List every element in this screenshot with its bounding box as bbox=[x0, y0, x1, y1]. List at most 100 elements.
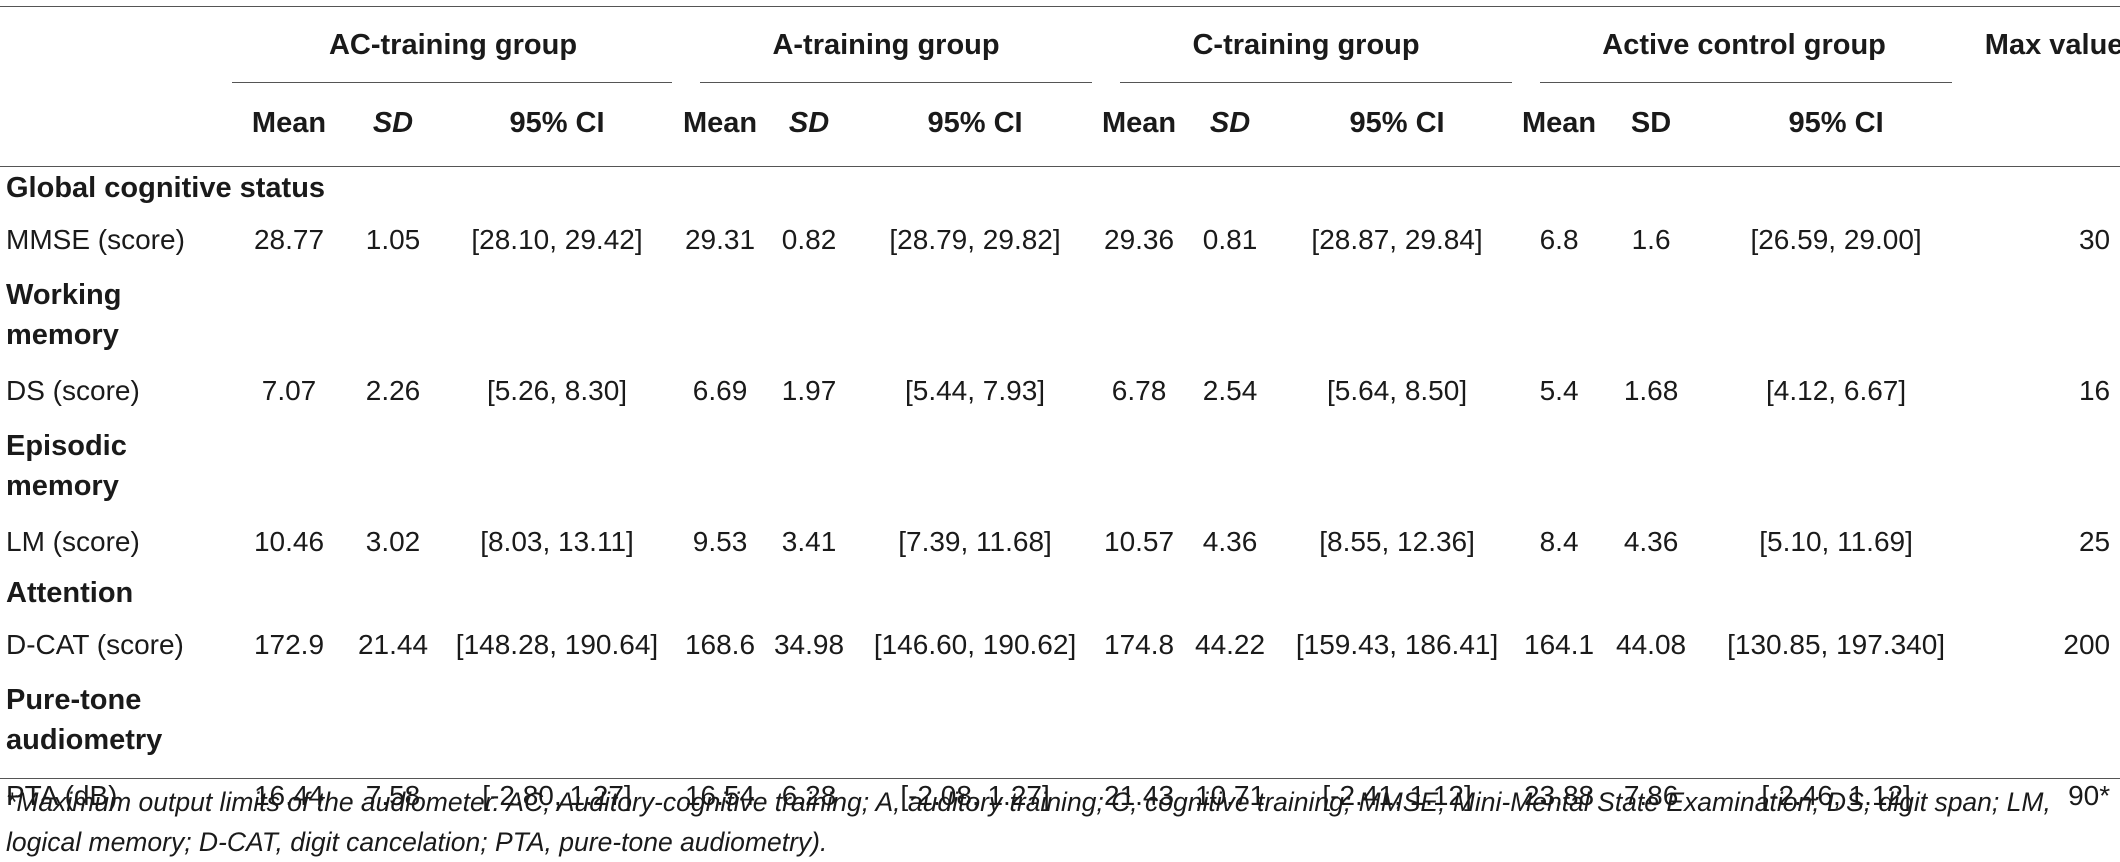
c-ci-cell: [5.64, 8.50] bbox=[1327, 374, 1468, 406]
a-sd-header: SD bbox=[788, 107, 830, 139]
ac-mean-cell: 10.46 bbox=[253, 525, 325, 557]
ac-ci-cell: [148.28, 190.64] bbox=[455, 628, 659, 660]
active-mean-cell: 5.4 bbox=[1539, 374, 1579, 406]
max-value-cell: 30 bbox=[2078, 223, 2111, 255]
row-label: MMSE (score) bbox=[6, 223, 185, 255]
section-title: Pure-tone audiometry bbox=[6, 684, 163, 756]
ac-ci-cell: [5.26, 8.30] bbox=[486, 374, 628, 406]
max-value-cell: 25 bbox=[2078, 525, 2111, 557]
table-row: PTA (dB) 16.44 7.58 [-2.80, 1.27] 16.54 … bbox=[0, 767, 2120, 824]
a-ci-header: 95% CI bbox=[927, 107, 1023, 139]
a-sd-cell: 34.98 bbox=[773, 628, 845, 660]
empty-corner-2 bbox=[0, 82, 230, 165]
c-mean-header: Mean bbox=[1101, 107, 1177, 139]
a-ci-cell: [-2.08, 1.27] bbox=[900, 779, 1050, 811]
active-mean-header: Mean bbox=[1522, 107, 1597, 139]
ac-ci-cell: [8.03, 13.11] bbox=[480, 525, 634, 557]
section-header-row: Global cognitive status bbox=[0, 165, 2120, 211]
ac-sd-cell: 2.26 bbox=[365, 374, 421, 406]
ac-sd-cell: 1.05 bbox=[365, 223, 421, 255]
section-title: Working memory bbox=[6, 279, 122, 351]
c-ci-cell: [8.55, 12.36] bbox=[1319, 525, 1475, 557]
a-sd-cell: 0.82 bbox=[781, 223, 837, 255]
c-mean-cell: 10.57 bbox=[1104, 525, 1175, 557]
max-value-header: Max value bbox=[1984, 28, 2120, 61]
section-title: Episodic memory bbox=[6, 430, 127, 502]
table-row: DS (score) 7.07 2.26 [5.26, 8.30] 6.69 1… bbox=[0, 362, 2120, 419]
active-sd-cell: 44.08 bbox=[1616, 628, 1687, 660]
c-ci-cell: [28.87, 29.84] bbox=[1311, 223, 1483, 255]
ac-ci-cell: [28.10, 29.42] bbox=[471, 223, 643, 255]
active-ci-cell: [-2.46, 1.12] bbox=[1761, 779, 1911, 811]
c-sd-header: SD bbox=[1209, 107, 1251, 139]
max-value-cell: 90* bbox=[2068, 779, 2111, 811]
a-sd-cell: 1.97 bbox=[781, 374, 837, 406]
section-spacer bbox=[230, 673, 2120, 767]
table-footnote: *Maximum output limits of the audiometer… bbox=[6, 787, 2051, 857]
active-ci-cell: [5.10, 11.69] bbox=[1759, 525, 1913, 557]
empty-max-sub bbox=[1972, 82, 2120, 165]
active-sd-header: SD bbox=[1630, 107, 1672, 139]
active-mean-cell: 6.8 bbox=[1539, 223, 1579, 255]
ac-sd-cell: 7.58 bbox=[365, 779, 421, 811]
ac-group-header: AC-training group bbox=[328, 28, 578, 61]
active-sd-cell: 1.6 bbox=[1631, 223, 1671, 255]
active-ci-header: 95% CI bbox=[1788, 107, 1884, 139]
section-header-row: Pure-tone audiometry bbox=[0, 673, 2120, 767]
c-ci-cell: [159.43, 186.41] bbox=[1295, 628, 1499, 660]
active-group-underline bbox=[1540, 82, 1952, 83]
c-group-underline bbox=[1120, 82, 1512, 83]
a-ci-cell: [5.44, 7.93] bbox=[904, 374, 1046, 406]
row-label: D-CAT (score) bbox=[6, 628, 184, 660]
a-mean-cell: 9.53 bbox=[692, 525, 748, 557]
section-spacer bbox=[230, 419, 2120, 513]
c-ci-cell: [-2.41, 1.12] bbox=[1322, 779, 1472, 811]
ac-ci-cell: [-2.80, 1.27] bbox=[482, 779, 632, 811]
a-ci-cell: [7.39, 11.68] bbox=[898, 525, 1052, 557]
section-header-row: Attention bbox=[0, 570, 2120, 616]
ac-mean-cell: 28.77 bbox=[253, 223, 325, 255]
header-bottom-rule bbox=[0, 166, 2120, 167]
table-row: LM (score) 10.46 3.02 [8.03, 13.11] 9.53… bbox=[0, 513, 2120, 570]
max-value-cell: 16 bbox=[2078, 374, 2111, 406]
group-header-row: AC-training group A-training group C-tra… bbox=[0, 8, 2120, 82]
active-mean-cell: 8.4 bbox=[1539, 525, 1579, 557]
ac-sd-cell: 3.02 bbox=[365, 525, 421, 557]
ac-mean-cell: 172.9 bbox=[253, 628, 325, 660]
active-ci-cell: [26.59, 29.00] bbox=[1750, 223, 1922, 255]
c-mean-cell: 21.43 bbox=[1104, 779, 1175, 811]
max-value-cell: 200 bbox=[2063, 628, 2111, 660]
table-row: MMSE (score) 28.77 1.05 [28.10, 29.42] 2… bbox=[0, 211, 2120, 268]
c-sd-cell: 4.36 bbox=[1202, 525, 1258, 557]
c-sd-cell: 0.81 bbox=[1202, 223, 1258, 255]
c-sd-cell: 44.22 bbox=[1195, 628, 1266, 660]
active-group-header: Active control group bbox=[1602, 28, 1886, 61]
subheader-row: Mean SD 95% CI Mean SD 95% CI Mean SD 95… bbox=[0, 82, 2120, 165]
section-header-row: Working memory bbox=[0, 268, 2120, 362]
ac-mean-header: Mean bbox=[251, 107, 327, 139]
row-label: PTA (dB) bbox=[6, 779, 118, 811]
a-group-header: A-training group bbox=[772, 28, 1000, 61]
a-group-underline bbox=[700, 82, 1092, 83]
a-ci-cell: [28.79, 29.82] bbox=[889, 223, 1061, 255]
table-bottom-rule bbox=[0, 778, 2120, 779]
ac-sd-cell: 21.44 bbox=[357, 628, 429, 660]
a-sd-cell: 6.28 bbox=[781, 779, 837, 811]
c-ci-header: 95% CI bbox=[1349, 107, 1445, 139]
a-mean-cell: 16.54 bbox=[684, 779, 756, 811]
c-sd-cell: 2.54 bbox=[1202, 374, 1258, 406]
active-mean-cell: 164.1 bbox=[1524, 628, 1595, 660]
a-mean-cell: 29.31 bbox=[684, 223, 756, 255]
active-sd-cell: 7.86 bbox=[1623, 779, 1679, 811]
row-label: LM (score) bbox=[6, 525, 140, 557]
active-ci-cell: [130.85, 197.340] bbox=[1727, 628, 1946, 660]
active-sd-cell: 4.36 bbox=[1623, 525, 1679, 557]
a-mean-cell: 168.6 bbox=[684, 628, 756, 660]
descriptive-stats-table: AC-training group A-training group C-tra… bbox=[0, 8, 2120, 824]
a-ci-cell: [146.60, 190.62] bbox=[873, 628, 1077, 660]
section-title: Global cognitive status bbox=[6, 171, 326, 204]
ac-mean-cell: 7.07 bbox=[261, 374, 317, 406]
section-spacer bbox=[230, 268, 2120, 362]
c-mean-cell: 6.78 bbox=[1111, 374, 1167, 406]
